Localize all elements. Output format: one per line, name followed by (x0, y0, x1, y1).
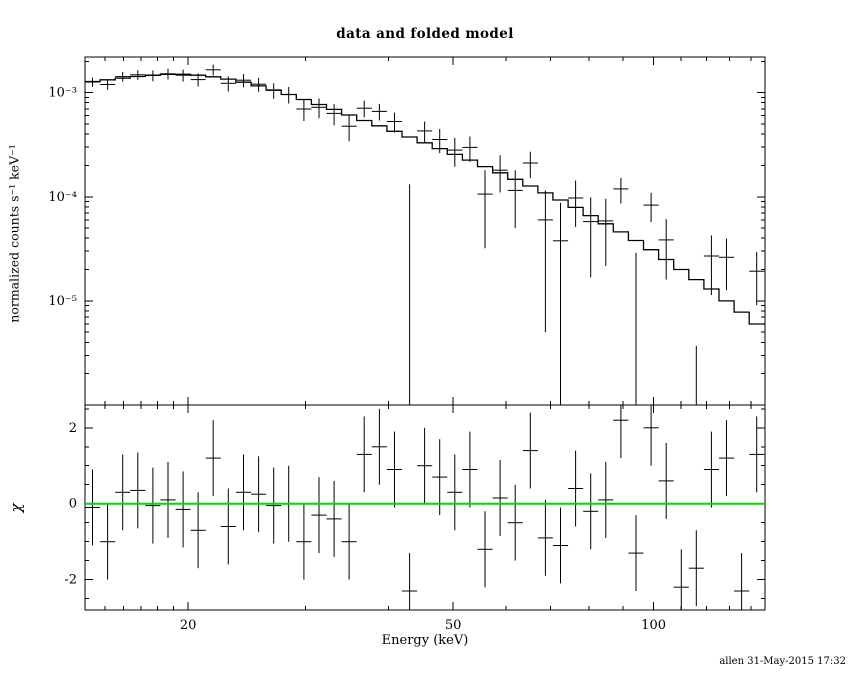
data-points (85, 64, 765, 405)
y-tick-label: 10⁻⁵ (48, 294, 77, 309)
x-tick-label: 100 (641, 618, 666, 633)
residual-points (85, 405, 765, 610)
plot-title: data and folded model (336, 26, 514, 42)
x-axis-label: Energy (keV) (381, 633, 469, 648)
y-tick-label: 10⁻³ (48, 86, 77, 101)
tick-labels: 20 50 100 10⁻⁵ 10⁻⁴ 10⁻³ -2 0 2 (48, 86, 666, 633)
tick-marks (85, 57, 765, 610)
y-tick-label: 10⁻⁴ (48, 190, 77, 205)
y-tick-label: 0 (69, 497, 77, 512)
y-tick-label: 2 (69, 421, 77, 436)
x-tick-label: 50 (445, 618, 462, 633)
y-axis-label-chi: χ (7, 503, 25, 513)
y-tick-label: -2 (64, 573, 77, 588)
model-line (85, 73, 765, 325)
timestamp-label: allen 31-May-2015 17:32 (719, 656, 846, 667)
x-tick-label: 20 (180, 618, 197, 633)
y-axis-label-counts: normalized counts s⁻¹ keV⁻¹ (6, 144, 22, 323)
